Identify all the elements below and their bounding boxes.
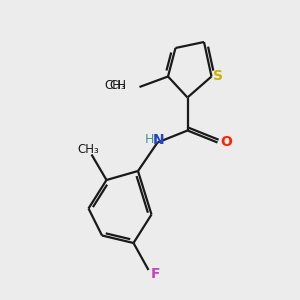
Text: F: F [151,267,161,280]
Text: CH₃: CH₃ [77,142,99,156]
Text: CH: CH [109,79,126,92]
Text: O: O [220,136,232,149]
Text: S: S [213,70,223,83]
Text: H: H [144,133,154,146]
Text: CH₃: CH₃ [104,79,126,92]
Text: N: N [153,133,165,146]
